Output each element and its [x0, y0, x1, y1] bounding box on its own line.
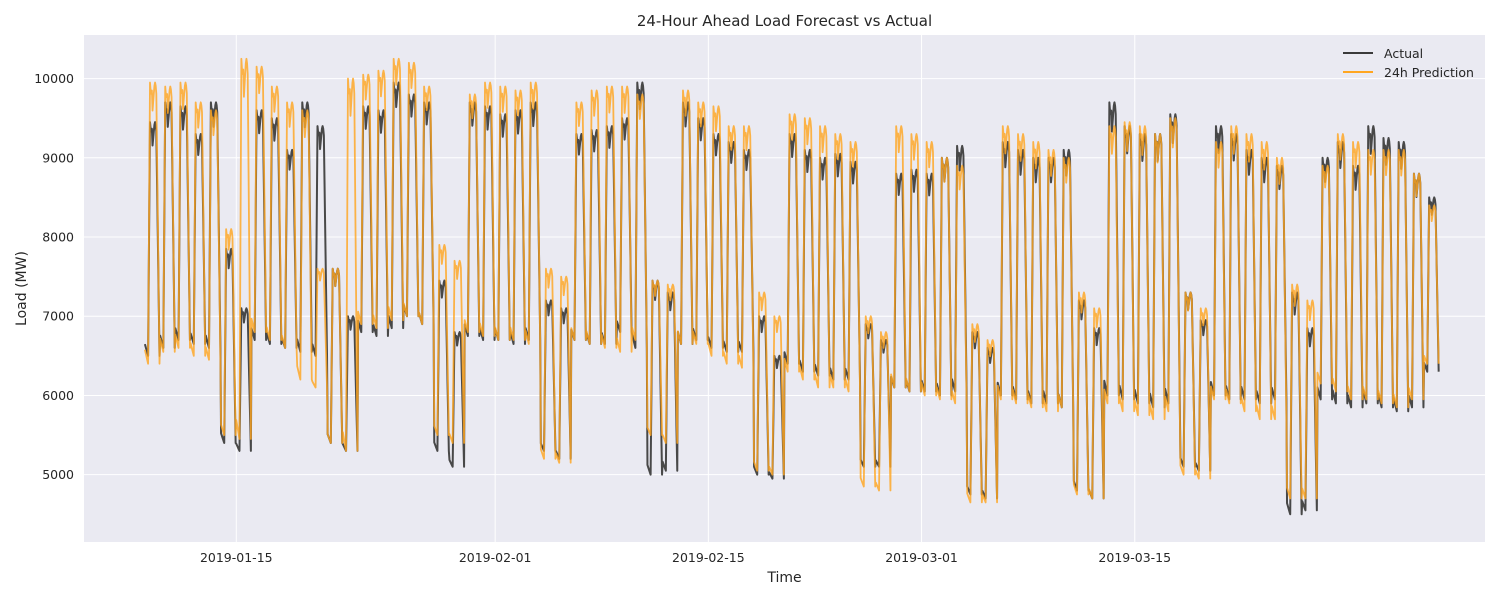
x-axis-ticks: 2019-01-15 2019-02-01 2019-02-15 2019-03-01… — [200, 550, 1171, 565]
y-axis-ticks: 5000 6000 7000 8000 9000 10000 — [34, 71, 74, 482]
series-line-prediction — [144, 57, 1440, 504]
x-tick-label: 2019-03-15 — [1098, 550, 1171, 565]
legend-label-actual: Actual — [1384, 46, 1423, 61]
x-axis-label: Time — [766, 570, 801, 586]
y-tick-label: 7000 — [42, 309, 74, 324]
x-tick-label: 2019-02-15 — [672, 550, 745, 565]
legend-label-prediction: 24h Prediction — [1384, 65, 1474, 80]
y-tick-label: 9000 — [42, 150, 74, 165]
y-tick-label: 10000 — [34, 71, 74, 86]
chart-title: 24-Hour Ahead Load Forecast vs Actual — [637, 12, 932, 30]
y-tick-label: 6000 — [42, 388, 74, 403]
y-tick-label: 5000 — [42, 467, 74, 482]
legend: Actual 24h Prediction — [1343, 46, 1474, 80]
y-tick-label: 8000 — [42, 230, 74, 245]
x-tick-label: 2019-02-01 — [459, 550, 532, 565]
y-axis-label: Load (MW) — [14, 251, 30, 326]
x-tick-label: 2019-01-15 — [200, 550, 273, 565]
x-tick-label: 2019-03-01 — [885, 550, 958, 565]
series-lines — [143, 57, 1440, 516]
